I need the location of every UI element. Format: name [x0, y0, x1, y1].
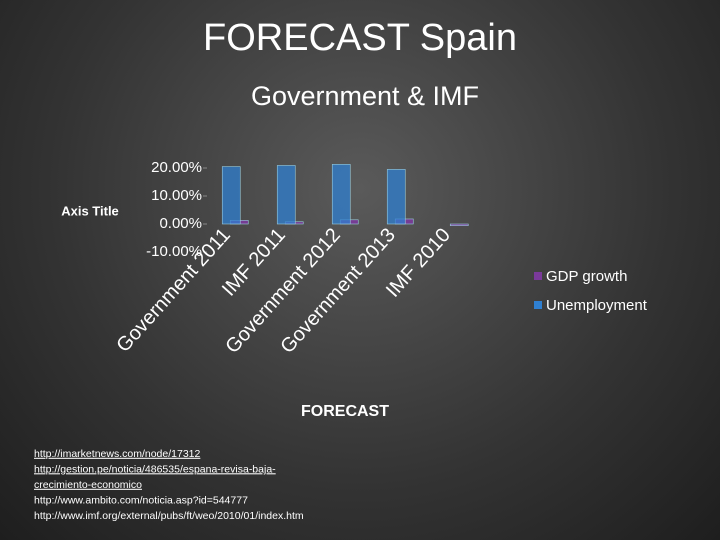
bar — [449, 223, 469, 226]
y-tick-label: 10.00% — [151, 187, 202, 204]
legend-label: GDP growth — [546, 268, 627, 285]
source-link: http://imarketnews.com/node/17312 — [34, 448, 201, 460]
y-tick-label: 0.00% — [159, 215, 202, 232]
source-link: http://www.imf.org/external/pubs/ft/weo/… — [34, 510, 304, 522]
y-axis-title: Axis Title — [61, 203, 119, 218]
x-axis-title: FORECAST — [301, 403, 389, 420]
legend-swatch — [534, 301, 542, 309]
slide-title: FORECAST Spain — [203, 17, 517, 59]
source-link: http://www.ambito.com/noticia.asp?id=544… — [34, 494, 248, 506]
bar — [221, 166, 241, 225]
bar — [386, 169, 406, 225]
legend-swatch — [534, 272, 542, 280]
bar — [331, 164, 351, 225]
source-link: http://gestion.pe/noticia/486535/espana-… — [34, 463, 276, 475]
legend-label: Unemployment — [546, 297, 648, 314]
chart-subtitle: Government & IMF — [251, 81, 479, 111]
source-link: crecimiento-economico — [34, 479, 142, 491]
bar — [276, 165, 296, 225]
y-tick-label: 20.00% — [151, 159, 202, 176]
y-tick-label: -10.00% — [146, 243, 202, 260]
